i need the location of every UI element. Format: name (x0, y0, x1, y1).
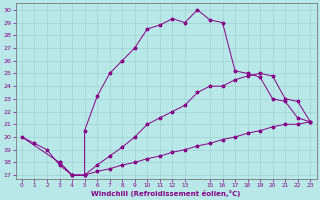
X-axis label: Windchill (Refroidissement éolien,°C): Windchill (Refroidissement éolien,°C) (92, 190, 241, 197)
